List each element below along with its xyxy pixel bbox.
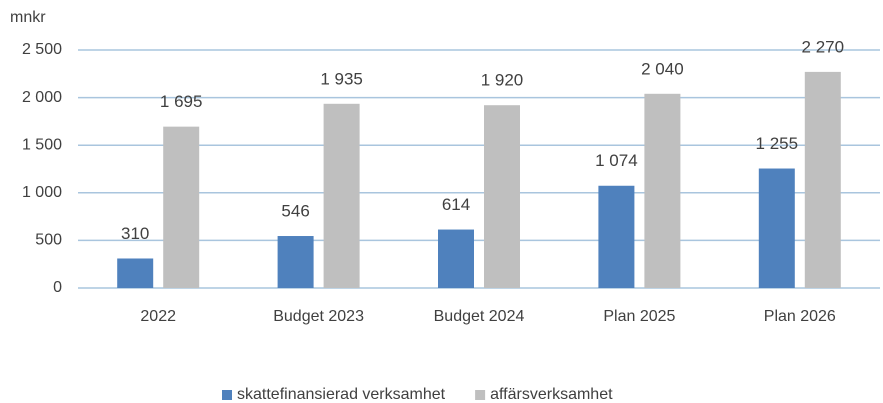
bar: [804, 71, 841, 288]
value-label: 1 255: [756, 134, 799, 153]
value-label: 1 074: [595, 151, 638, 170]
value-label: 2 270: [802, 37, 845, 56]
x-tick-label: Budget 2023: [273, 308, 364, 325]
y-tick-label: 1 500: [22, 136, 62, 153]
x-tick-label: Plan 2025: [603, 308, 675, 325]
x-tick-label: Budget 2024: [434, 308, 525, 325]
legend-label: affärsverksamhet: [490, 386, 613, 403]
y-tick-label: 2 000: [22, 89, 62, 106]
bar: [277, 236, 314, 288]
bar: [484, 105, 520, 288]
y-tick-label: 1 000: [22, 184, 62, 201]
y-tick-label: 2 500: [22, 41, 62, 58]
value-label: 614: [442, 195, 470, 214]
value-label: 310: [121, 224, 149, 243]
value-label: 1 695: [160, 92, 203, 111]
y-axis-title: mnkr: [10, 9, 46, 26]
y-tick-label: 500: [35, 232, 62, 249]
bar: [117, 258, 154, 288]
bar: [438, 229, 474, 288]
bar: [323, 103, 360, 289]
value-label: 1 935: [320, 69, 363, 88]
x-tick-label: Plan 2026: [764, 308, 836, 325]
legend-swatch: [475, 390, 486, 400]
legend-label: skattefinansierad verksamhet: [237, 386, 446, 403]
legend-swatch: [222, 390, 232, 400]
value-label: 2 040: [641, 59, 684, 78]
value-label: 1 920: [481, 71, 524, 90]
value-label: 546: [281, 202, 309, 221]
y-tick-label: 0: [53, 279, 62, 296]
bar: [758, 168, 795, 288]
bar: [644, 93, 681, 289]
x-tick-label: 2022: [140, 308, 176, 325]
bar: [598, 185, 635, 288]
bar: [163, 126, 200, 288]
